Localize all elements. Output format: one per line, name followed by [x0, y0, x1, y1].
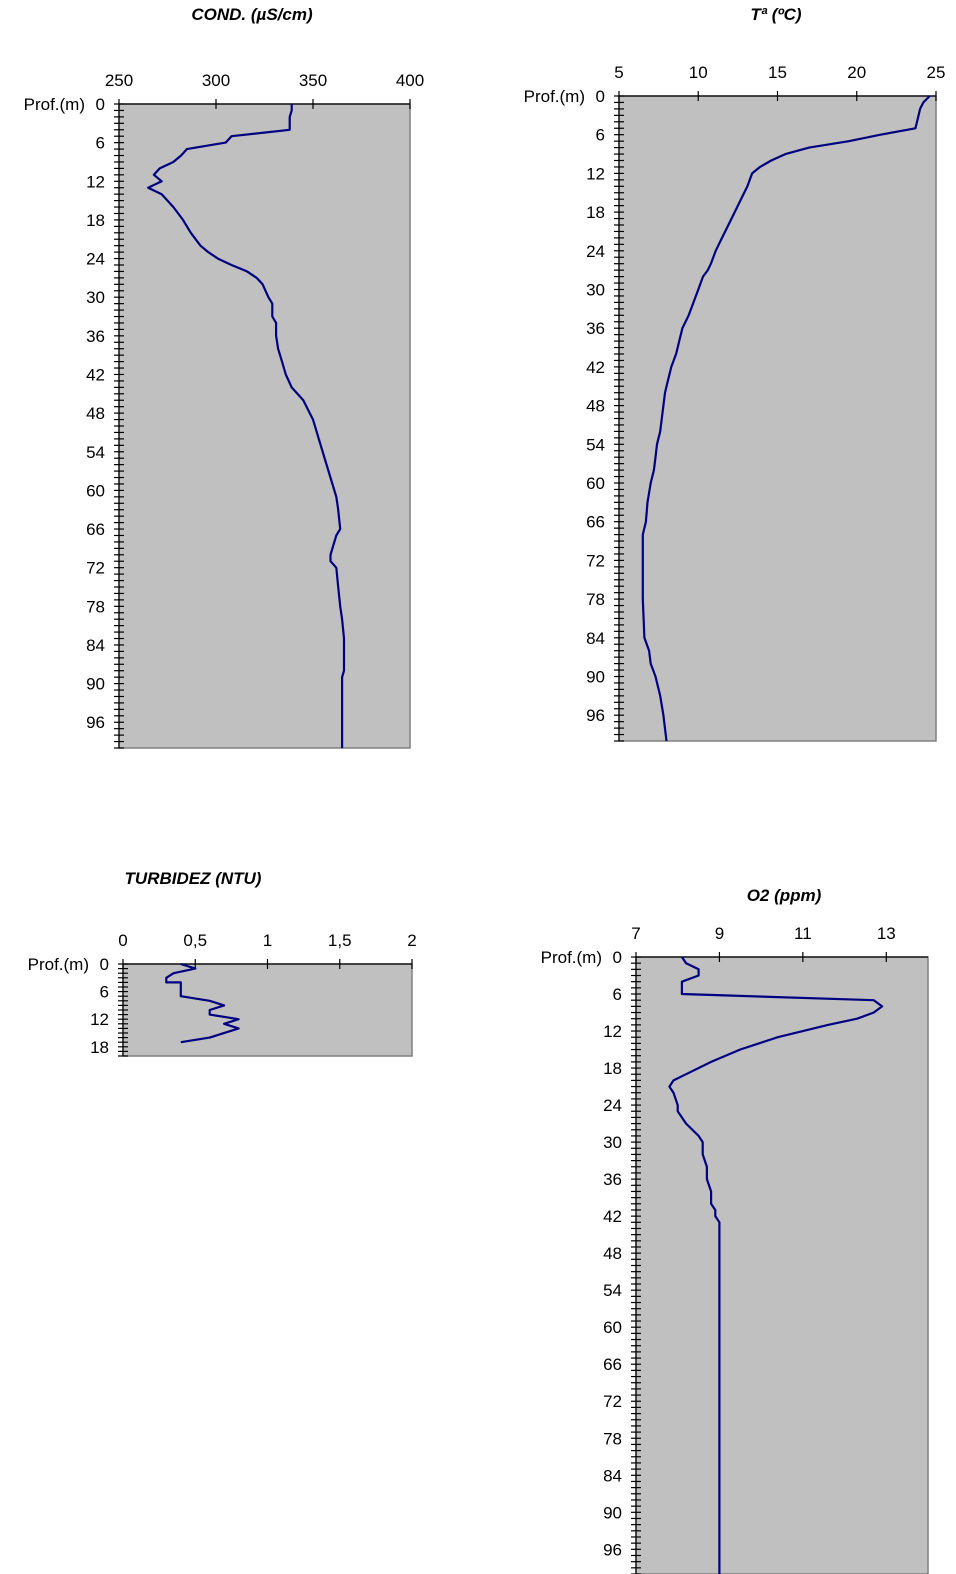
x-tick-label: 5 [614, 63, 623, 82]
y-tick-label: 60 [603, 1318, 622, 1337]
y-tick-label: 54 [586, 435, 605, 454]
profile-series-line [147, 104, 346, 748]
chart-title: Tª (ºC) [750, 5, 802, 24]
y-tick-label: 12 [90, 1010, 109, 1029]
y-tick-label: 48 [603, 1244, 622, 1263]
x-tick-label: 11 [794, 924, 812, 943]
x-tick-label: 7 [631, 924, 640, 943]
y-tick-label: 18 [86, 211, 105, 230]
turbidity-chart: TURBIDEZ (NTU) 0 0,5 1 1,5 2 0 Prof.(m) 6 12 18 [28, 869, 417, 1057]
y-tick-label: 66 [603, 1355, 622, 1374]
plot-area [122, 963, 413, 1057]
y-tick-label: 72 [586, 551, 605, 570]
conductivity-chart: COND. (µS/cm) 250 300 350 400 0 Prof.(m) 6 12 18… [24, 5, 424, 749]
y-tick-label: 84 [586, 629, 605, 648]
x-tick-label: 350 [299, 71, 327, 90]
y-tick-label: 30 [586, 281, 605, 300]
x-tick-label: 25 [927, 63, 946, 82]
y-tick-label: 24 [586, 242, 605, 261]
y-tick-label: 78 [603, 1429, 622, 1448]
y-tick-label: 24 [603, 1096, 622, 1115]
y-tick-label: 66 [586, 513, 605, 532]
y-tick-label: 54 [603, 1281, 622, 1300]
x-tick-label: 1 [263, 931, 272, 950]
x-tick-label: 2 [407, 931, 416, 950]
x-tick-label: 0 [118, 931, 127, 950]
y-tick-label: 48 [586, 397, 605, 416]
y-tick-label: 18 [90, 1038, 109, 1057]
plot-area [118, 103, 411, 749]
y-tick-label: 42 [586, 358, 605, 377]
y-tick-label: 24 [86, 250, 105, 269]
y-tick-label: 0 [100, 955, 109, 974]
depth-axis-label: Prof.(m) [541, 948, 602, 967]
profile-series-line [641, 95, 931, 742]
y-tick-label: 18 [603, 1059, 622, 1078]
y-tick-label: 12 [586, 164, 605, 183]
y-tick-label: 60 [586, 474, 605, 493]
y-tick-label: 36 [603, 1170, 622, 1189]
y-tick-label: 96 [586, 706, 605, 725]
y-tick-label: 30 [603, 1133, 622, 1152]
y-tick-label: 30 [86, 288, 105, 307]
plot-area [618, 95, 937, 742]
x-tick-label: 15 [768, 63, 787, 82]
chart-title: O2 (ppm) [747, 886, 822, 905]
depth-axis-label: Prof.(m) [24, 95, 85, 114]
y-tick-label: 84 [86, 636, 105, 655]
depth-axis-label: Prof.(m) [524, 87, 585, 106]
profile-series-line [165, 962, 240, 1044]
x-tick-label: 20 [847, 63, 866, 82]
y-tick-label: 96 [86, 713, 105, 732]
chart-title: COND. (µS/cm) [191, 5, 313, 24]
x-tick-label: 10 [689, 63, 708, 82]
oxygen-chart: O2 (ppm) 7 9 11 13 0 Prof.(m) 6 12 18 24 30 36 42 48 5… [541, 886, 929, 1574]
y-tick-label: 78 [86, 597, 105, 616]
y-tick-label: 72 [86, 559, 105, 578]
y-tick-label: 84 [603, 1466, 622, 1485]
chart-title: TURBIDEZ (NTU) [125, 869, 262, 888]
x-tick-label: 9 [715, 924, 724, 943]
y-tick-label: 12 [603, 1022, 622, 1041]
y-tick-label: 54 [86, 443, 105, 462]
y-tick-label: 6 [100, 983, 109, 1002]
y-tick-label: 96 [603, 1540, 622, 1559]
y-tick-label: 72 [603, 1392, 622, 1411]
x-tick-label: 13 [877, 924, 896, 943]
y-tick-label: 36 [86, 327, 105, 346]
y-tick-label: 42 [603, 1207, 622, 1226]
y-tick-label: 12 [86, 172, 105, 191]
y-tick-label: 90 [586, 668, 605, 687]
y-tick-label: 0 [596, 87, 605, 106]
y-tick-label: 0 [96, 95, 105, 114]
y-tick-label: 18 [586, 203, 605, 222]
temperature-chart: Tª (ºC) 5 10 15 20 25 0 Prof.(m) 6 12 18 24 30 36 42 4… [524, 5, 946, 742]
y-tick-label: 42 [86, 365, 105, 384]
profile-series-line [668, 956, 884, 1574]
y-tick-label: 66 [86, 520, 105, 539]
y-tick-label: 6 [96, 134, 105, 153]
y-tick-label: 0 [613, 948, 622, 967]
y-tick-label: 78 [586, 590, 605, 609]
y-tick-label: 6 [596, 126, 605, 145]
x-tick-label: 250 [105, 71, 133, 90]
depth-axis-label: Prof.(m) [28, 955, 89, 974]
y-tick-label: 90 [86, 675, 105, 694]
y-tick-label: 6 [613, 985, 622, 1004]
y-tick-label: 48 [86, 404, 105, 423]
x-tick-label: 1,5 [328, 931, 352, 950]
y-tick-label: 36 [586, 319, 605, 338]
x-tick-label: 0,5 [183, 931, 207, 950]
plot-area [635, 956, 929, 1574]
y-tick-label: 90 [603, 1503, 622, 1522]
y-tick-label: 60 [86, 481, 105, 500]
x-tick-label: 400 [396, 71, 424, 90]
x-tick-label: 300 [202, 71, 230, 90]
